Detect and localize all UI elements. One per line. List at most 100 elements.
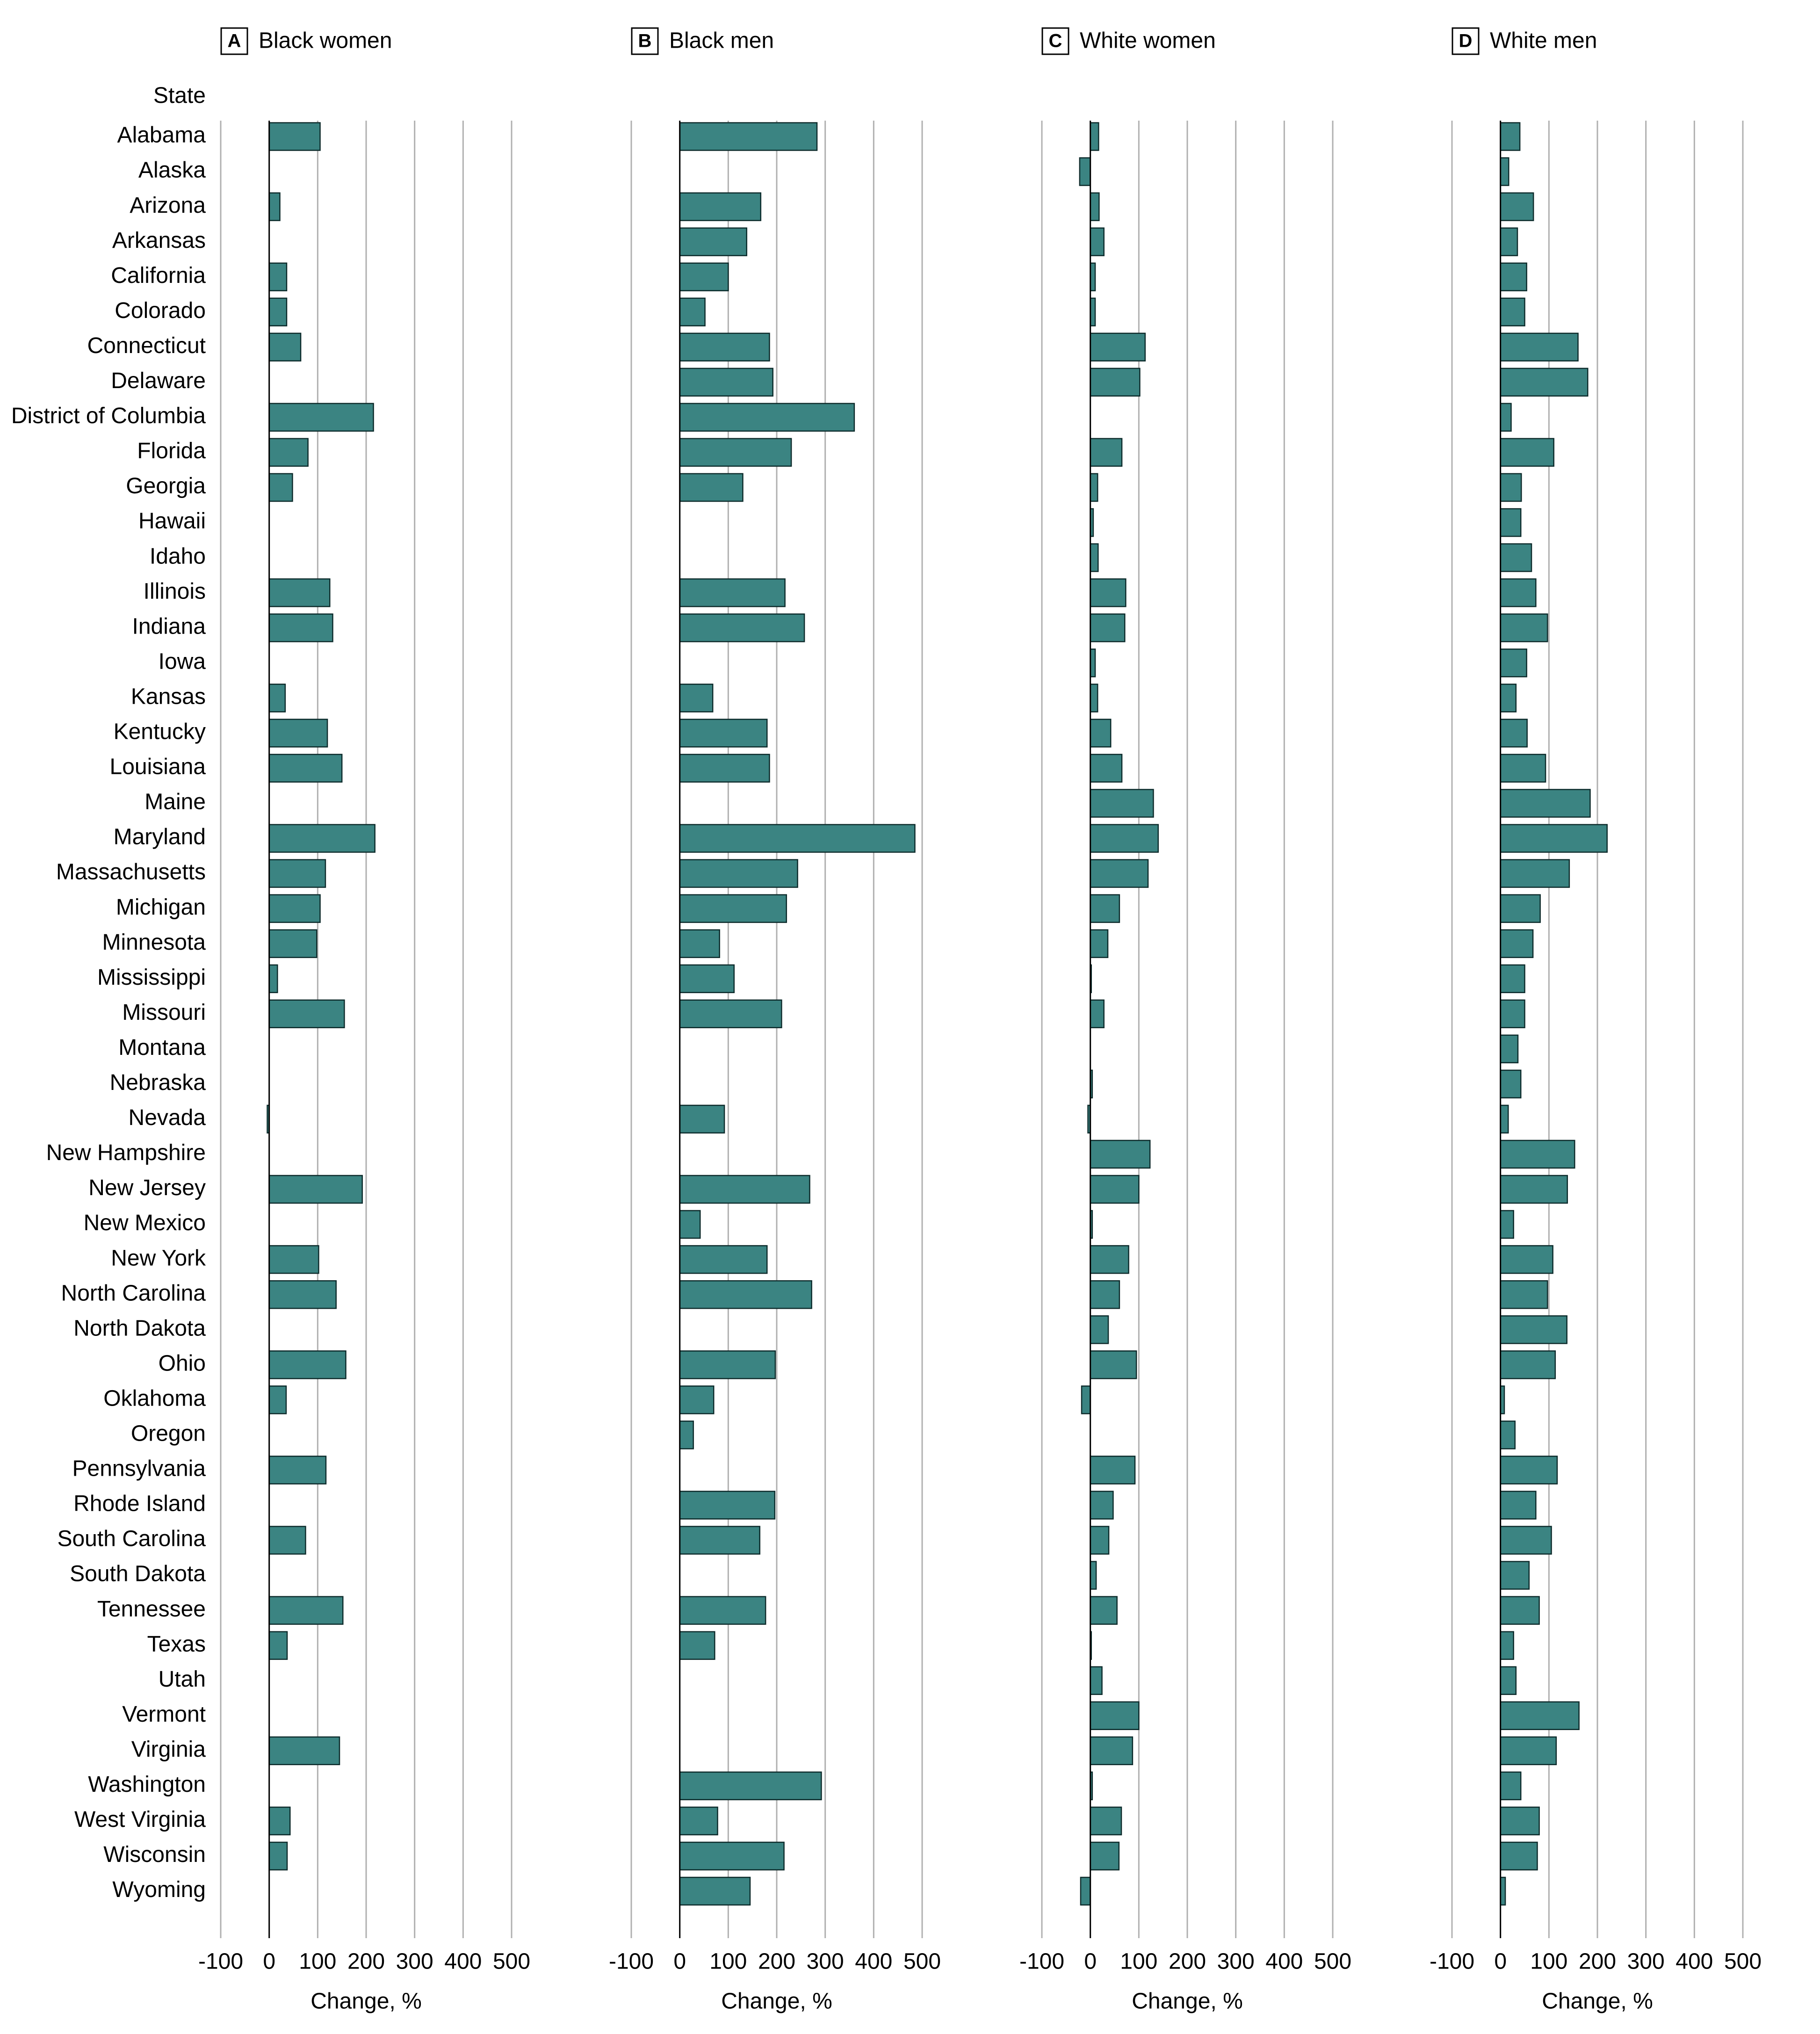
panel-d-tick-label-0: 0: [1494, 1949, 1507, 1974]
state-label-kansas: Kansas: [131, 684, 206, 709]
panel-d-bar-new-hampshire: [1500, 1140, 1575, 1169]
state-label-arkansas: Arkansas: [112, 228, 206, 253]
panel-c-bar-ohio: [1090, 1350, 1137, 1379]
panel-c-bar-delaware: [1090, 368, 1141, 397]
panel-b-bar-new-mexico: [679, 1210, 701, 1239]
panel-b-bar-illinois: [679, 578, 786, 607]
panel-b-xlabel: Change, %: [721, 1989, 832, 2014]
state-label-georgia: Georgia: [126, 474, 206, 498]
panel-c-title: White women: [1080, 29, 1216, 53]
state-label-south-dakota: South Dakota: [70, 1562, 206, 1587]
state-label-utah: Utah: [159, 1667, 206, 1692]
panel-d-bar-wyoming: [1500, 1876, 1506, 1906]
panel-d-bar-louisiana: [1500, 754, 1546, 783]
panel-c-bar-oklahoma: [1081, 1385, 1091, 1414]
panel-d-bar-delaware: [1500, 368, 1589, 397]
panel-b-bar-california: [679, 262, 729, 291]
panel-b-bar-mississippi: [679, 964, 735, 993]
panel-b-bar-louisiana: [679, 754, 770, 783]
panel-a: A Black women -100 0 100 200 300 400 500 Change, …: [198, 27, 530, 2014]
panel-c-bar-new-york: [1090, 1245, 1129, 1274]
state-label-tennessee: Tennessee: [97, 1597, 206, 1622]
panel-d-bar-california: [1500, 262, 1527, 291]
state-label-minnesota: Minnesota: [102, 930, 206, 955]
panel-b-bar-north-carolina: [679, 1280, 812, 1309]
state-label-new-mexico: New Mexico: [84, 1211, 206, 1235]
panel-d-bar-arkansas: [1500, 227, 1518, 256]
state-label-massachusetts: Massachusetts: [56, 860, 206, 885]
panel-d-letter: D: [1459, 31, 1473, 51]
panel-c-bar-idaho: [1090, 543, 1099, 572]
panel-b: B Black men -100 0 100 200 300 400 500 Change, %: [609, 27, 941, 2014]
state-label-delaware: Delaware: [111, 368, 206, 393]
panel-a-bar-arizona: [268, 192, 281, 221]
panel-a-bar-connecticut: [268, 332, 302, 362]
panel-a-tick-label-100: -100: [198, 1949, 243, 1974]
panel-d-bar-florida: [1500, 438, 1554, 467]
panel-b-bar-district-of-columbia: [679, 403, 855, 432]
state-label-washington: Washington: [88, 1772, 206, 1797]
panel-a-tick-label-0: 0: [263, 1949, 275, 1974]
panel-a-bar-michigan: [268, 894, 321, 923]
panel-d-bar-north-dakota: [1500, 1315, 1567, 1344]
panel-c-gridlines: [1041, 121, 1334, 1938]
panel-b-tick-label-500: 500: [903, 1949, 941, 1974]
state-label-alaska: Alaska: [138, 158, 206, 183]
panel-c-bar-rhode-island: [1090, 1491, 1114, 1520]
panel-d-bar-missouri: [1500, 999, 1525, 1028]
panel-b-bar-arkansas: [679, 227, 747, 256]
panel-b-bar-georgia: [679, 473, 744, 502]
state-label-oregon: Oregon: [131, 1421, 206, 1446]
panel-a-bar-tennessee: [268, 1596, 344, 1625]
panel-a-bar-district-of-columbia: [268, 403, 374, 432]
state-label-california: California: [111, 263, 206, 288]
state-label-rhode-island: Rhode Island: [73, 1492, 206, 1516]
state-label-alabama: Alabama: [117, 123, 206, 148]
state-label-louisiana: Louisiana: [110, 755, 206, 779]
state-label-district-of-columbia: District of Columbia: [11, 404, 206, 428]
panel-d-bar-virginia: [1500, 1736, 1557, 1766]
state-label-vermont: Vermont: [122, 1702, 206, 1727]
panel-a-bar-kansas: [268, 684, 286, 713]
panel-d-bar-south-carolina: [1500, 1526, 1552, 1555]
panel-b-bar-rhode-island: [679, 1491, 776, 1520]
panel-c-letter-box: [1041, 27, 1069, 55]
panel-a-bar-california: [268, 262, 288, 291]
panels: A Black women -100 0 100 200 300 400 500 Change, …: [198, 27, 1762, 2014]
panel-c-bar-arkansas: [1090, 227, 1105, 256]
panel-a-bar-colorado: [268, 297, 288, 326]
panel-c-bar-virginia: [1090, 1736, 1134, 1766]
panel-c-bar-utah: [1090, 1666, 1103, 1695]
panel-d-bar-kentucky: [1500, 719, 1528, 748]
panel-d-bar-nevada: [1500, 1104, 1509, 1134]
panel-c-tick-label-300: 300: [1217, 1949, 1255, 1974]
state-label-new-jersey: New Jersey: [88, 1176, 206, 1200]
panel-d-bar-new-jersey: [1500, 1175, 1568, 1204]
panel-d: D White men -100 0 100 200 300 400 500 Change, %: [1430, 27, 1762, 2014]
state-label-texas: Texas: [147, 1632, 206, 1657]
state-label-ohio: Ohio: [159, 1351, 206, 1376]
panel-d-tick-label-100: -100: [1430, 1949, 1474, 1974]
panel-b-bar-new-jersey: [679, 1175, 810, 1204]
panel-a-bar-maryland: [268, 824, 376, 853]
panel-d-bar-illinois: [1500, 578, 1537, 607]
panel-a-tick-label-400: 400: [444, 1949, 482, 1974]
panel-c-bar-michigan: [1090, 894, 1120, 923]
panel-d-bar-colorado: [1500, 297, 1525, 326]
panel-d-letter-box: [1452, 27, 1480, 55]
panel-c-tick-labels: -100 0 100 200 300 400 500: [1019, 1949, 1351, 1974]
panel-a-header: A Black women: [220, 27, 392, 55]
panel-b-bar-maryland: [679, 824, 916, 853]
panel-c-bar-pennsylvania: [1090, 1456, 1136, 1485]
state-header: State: [153, 83, 206, 108]
panel-b-bar-south-carolina: [679, 1526, 760, 1555]
panel-d-bar-utah: [1500, 1666, 1517, 1695]
panel-c-bar-illinois: [1090, 578, 1127, 607]
panel-c-bar-kansas: [1090, 684, 1098, 713]
panel-b-bar-oklahoma: [679, 1385, 715, 1414]
panel-d-header: D White men: [1452, 27, 1597, 55]
state-label-connecticut: Connecticut: [87, 333, 206, 358]
panel-d-bar-connecticut: [1500, 332, 1579, 362]
state-label-oklahoma: Oklahoma: [103, 1386, 206, 1411]
panel-d-bar-texas: [1500, 1631, 1514, 1660]
